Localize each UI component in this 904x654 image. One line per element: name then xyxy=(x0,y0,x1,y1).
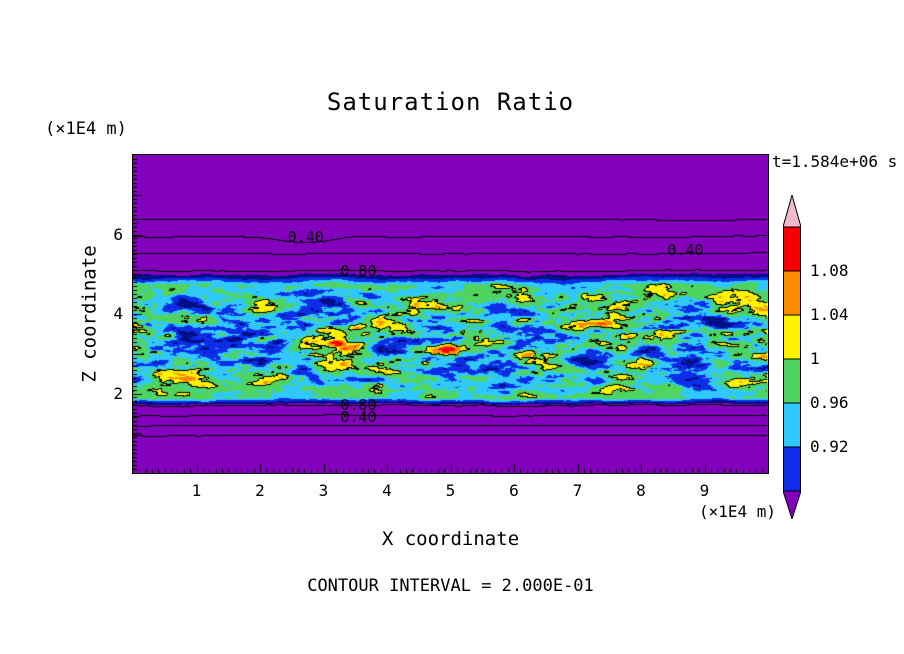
x-tick-label: 8 xyxy=(636,481,646,500)
colorbar-tick-label: 0.92 xyxy=(810,437,849,456)
contour-line-label: 0.80 xyxy=(340,395,377,414)
x-axis-title: X coordinate xyxy=(381,528,520,550)
contour-interval-note: CONTOUR INTERVAL = 2.000E-01 xyxy=(307,576,594,596)
x-tick-label: 6 xyxy=(509,481,519,500)
colorbar-tick-label: 0.96 xyxy=(810,393,849,412)
z-axis-unit: (×1E4 m) xyxy=(45,119,127,139)
y-tick-label: 4 xyxy=(113,304,123,323)
x-tick-label: 2 xyxy=(255,481,265,500)
x-tick-label: 1 xyxy=(191,481,202,500)
x-tick-label: 3 xyxy=(318,481,329,500)
contour-line-label: 0.80 xyxy=(340,262,377,281)
x-axis-unit: (×1E4 m) xyxy=(698,502,776,521)
colorbar-tick-label: 1.08 xyxy=(810,261,849,280)
contour-line-label: 0.40 xyxy=(287,228,324,247)
saturation-field-canvas xyxy=(133,155,768,473)
contour-line-label: 0.40 xyxy=(340,407,377,426)
chart-title: Saturation Ratio xyxy=(326,88,575,116)
x-tick-label: 7 xyxy=(572,481,583,500)
x-tick-label: 5 xyxy=(445,481,456,500)
colorbar-svg xyxy=(782,193,802,521)
x-tick-label: 9 xyxy=(699,481,710,500)
y-tick-label: 2 xyxy=(113,383,123,403)
time-annotation: t=1.584e+06 s xyxy=(772,152,898,171)
colorbar xyxy=(782,193,802,521)
x-tick-label: 4 xyxy=(382,481,392,500)
contour-plot: 0.40 0.80 0.40 0.80 0.40 xyxy=(132,154,769,474)
contour-line-label: 0.40 xyxy=(667,241,704,260)
colorbar-tick-label: 1 xyxy=(810,349,820,368)
colorbar-tick-label: 1.04 xyxy=(810,305,849,324)
y-tick-label: 6 xyxy=(113,224,123,244)
